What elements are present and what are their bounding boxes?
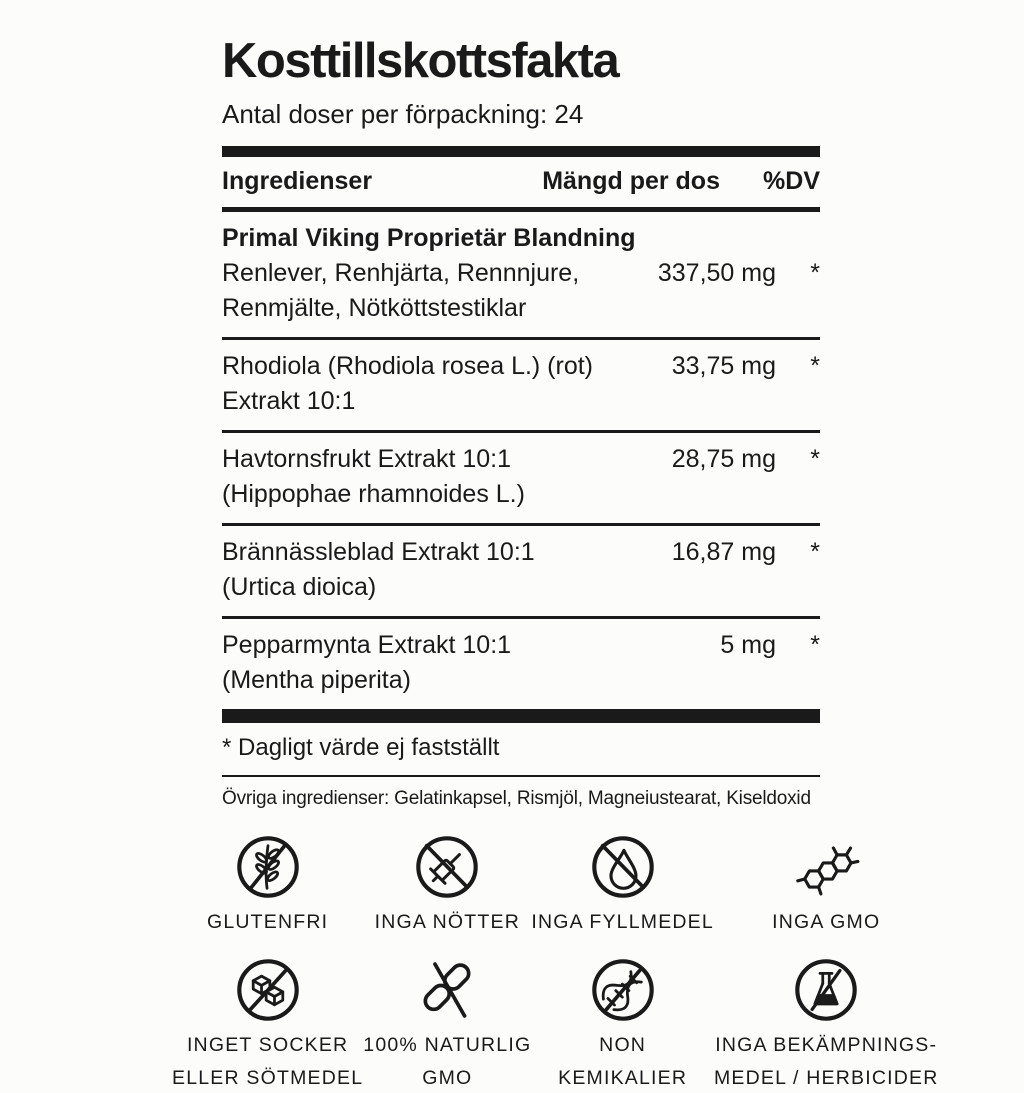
amount-value: 5 mg [720,631,776,660]
no-nuts-syringe-icon [416,836,479,899]
amount-value: 337,50 mg [657,259,776,288]
ingredient-name: Havtornsfrukt Extrakt 10:1 [222,445,512,474]
ingredient-row: Primal Viking Proprietär Blandning Renle… [222,212,820,341]
ingredient-name-cont: (Mentha piperita) [222,666,411,695]
badge-no-pesticides: INGA BEKÄMPNINGS- MEDEL / HERBICIDER [714,953,939,1093]
ingredient-name: Brännässleblad Extrakt 10:1 [222,538,535,567]
ingredient-blend-name: Primal Viking Proprietär Blandning [222,224,636,253]
amount-value: 33,75 mg [671,352,776,381]
ingredient-name-cont: (Hippophae rhamnoides L.) [222,480,525,509]
badge-natural-gmo: 100% NATURLIG GMO [363,953,531,1093]
badge-no-fillers: INGA FYLLMEDEL [531,830,714,937]
ingredient-name: Rhodiola (Rhodiola rosea L.) (rot) [222,352,594,381]
badge-label: MEDEL / HERBICIDER [713,1067,939,1090]
no-sugar-cubes-icon [236,959,299,1022]
dv-asterisk: * [810,538,820,567]
table-header: Ingredienser Mängd per dos %DV [222,157,820,213]
natural-broken-capsule-icon [423,962,471,1019]
badge-gluten-free: GLUTENFRI [172,830,363,937]
no-gmo-molecule-icon [796,846,860,896]
badge-no-gmo: INGA GMO [714,830,939,937]
badge-label: ELLER SÖTMEDEL [172,1067,364,1090]
supplement-facts-panel: Kosttillskottsfakta Antal doser per förp… [222,34,820,814]
ingredient-name: Pepparmynta Extrakt 10:1 [222,631,512,660]
ingredient-row: Havtornsfrukt Extrakt 10:1 28,75 mg * (H… [222,433,820,527]
dv-asterisk: * [810,631,820,660]
amount-value: 28,75 mg [671,445,776,474]
badge-label: INGET SOCKER [186,1034,349,1057]
other-ingredients-line: Övriga ingredienser: Gelatinkapsel, Rism… [222,788,811,810]
badge-label: GMO [422,1067,473,1090]
badge-no-chemicals: NON KEMIKALIER [531,953,714,1093]
badge-label: INGA NÖTTER [374,911,520,934]
header-amount: Mängd per dos [542,167,720,196]
ingredient-row: Rhodiola (Rhodiola rosea L.) (rot) 33,75… [222,340,820,434]
claim-badges-grid: GLUTENFRI INGA NÖTTER INGA FYLLMEDEL [172,830,937,1093]
ingredient-name-cont: Extrakt 10:1 [222,387,356,416]
daily-value-footnote: * Dagligt värde ej fastställt [222,723,820,778]
dv-asterisk: * [810,259,820,288]
ingredient-name-cont: (Urtica dioica) [222,573,377,602]
dv-asterisk: * [810,445,820,474]
no-chemicals-dna-icon [591,959,654,1022]
servings-line: Antal doser per förpackning: 24 [222,99,584,130]
badge-no-nuts: INGA NÖTTER [363,830,531,937]
dv-asterisk: * [810,352,820,381]
amount-value: 16,87 mg [671,538,776,567]
no-pesticides-flask-icon [795,959,857,1022]
no-gluten-icon [236,836,299,899]
no-fillers-droplet-icon [591,836,654,899]
header-dv: %DV [763,167,820,196]
ingredient-name: Renlever, Renhjärta, Rennnjure, [222,259,580,288]
badge-label: KEMIKALIER [558,1067,688,1090]
badge-label: INGA BEKÄMPNINGS- [715,1034,938,1057]
ingredient-row: Pepparmynta Extrakt 10:1 5 mg * (Mentha … [222,619,820,713]
badge-label: 100% NATURLIG [363,1034,532,1057]
badge-label: GLUTENFRI [206,911,329,934]
badge-no-sugar: INGET SOCKER ELLER SÖTMEDEL [172,953,363,1093]
divider-thick-top [222,146,820,158]
badge-label: INGA GMO [772,911,881,934]
page-title: Kosttillskottsfakta [222,34,620,88]
divider-thick-bottom [222,712,820,724]
header-ingredients: Ingredienser [222,167,373,196]
badge-label: INGA FYLLMEDEL [531,911,714,934]
badge-label: NON [599,1034,647,1057]
ingredient-name-cont: Renmjälte, Nötköttstestiklar [222,294,527,323]
ingredient-row: Brännässleblad Extrakt 10:1 16,87 mg * (… [222,526,820,620]
